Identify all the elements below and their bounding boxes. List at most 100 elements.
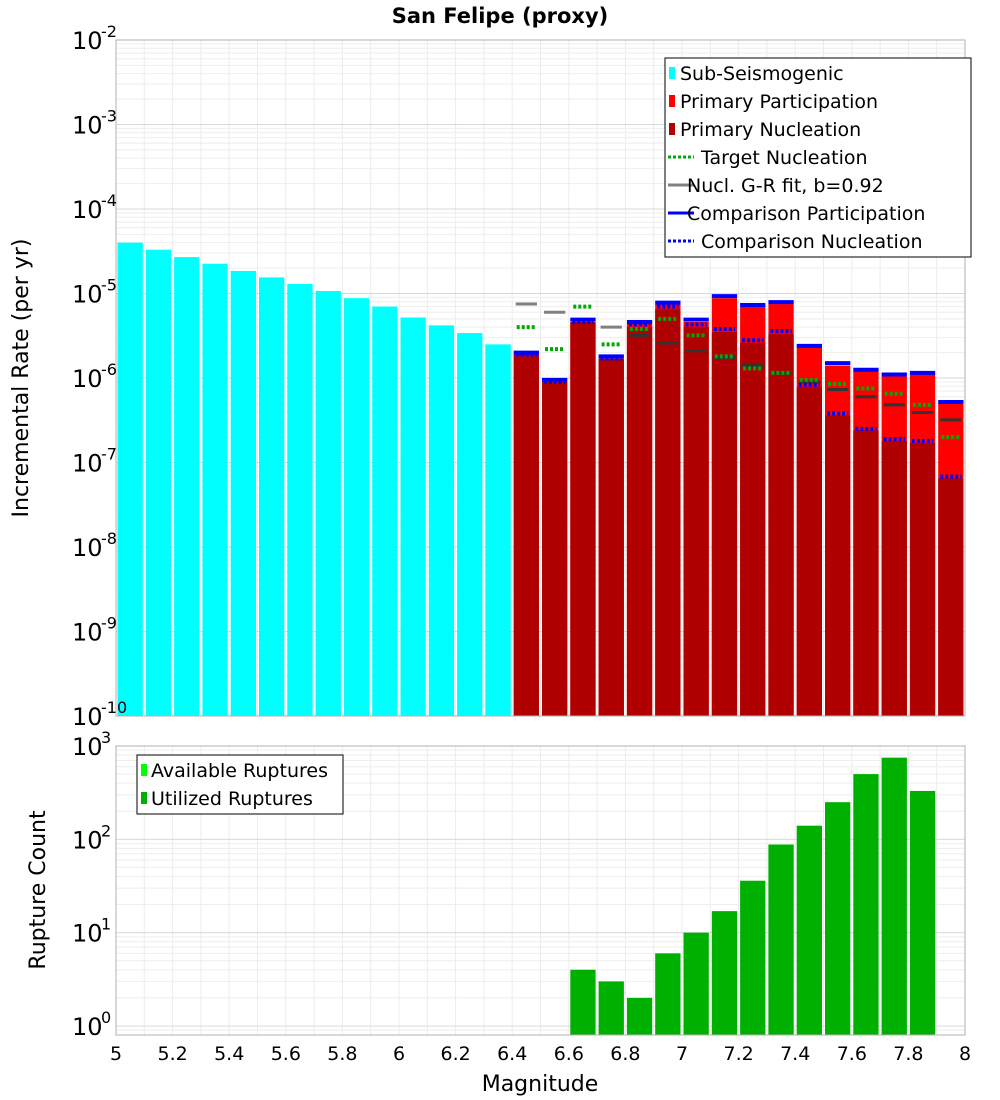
rate-y-tick-exponent: -6 [101, 360, 117, 379]
sub-seismogenic-bar [372, 306, 398, 716]
count-y-tick-base: 10 [72, 733, 103, 761]
sub-seismogenic-bar [400, 317, 426, 716]
count-y-tick-label: 101 [72, 915, 111, 948]
count-y-tick-exponent: 3 [101, 728, 111, 747]
x-tick-label: 6.2 [440, 1043, 470, 1065]
rate-legend: Sub-Seismogenic Primary Participation Prim… [664, 57, 972, 258]
primary-nucleation-bar [938, 478, 964, 716]
x-tick-label: 6 [393, 1043, 405, 1065]
rate-y-tick-label: 10-5 [72, 276, 117, 309]
count-plot-bars [570, 757, 936, 1035]
rate-y-tick-exponent: -9 [101, 614, 117, 633]
count-y-tick-base: 10 [72, 920, 103, 948]
primary-nucleation-bar [513, 354, 539, 716]
x-axis-label: Magnitude [482, 1072, 599, 1097]
rate-legend-label: Comparison Participation [687, 203, 925, 225]
utilized-ruptures-bar [626, 997, 653, 1035]
sub-seismogenic-bar [287, 283, 313, 716]
utilized-ruptures-bar [655, 953, 681, 1035]
rate-y-tick-base: 10 [72, 450, 103, 478]
count-legend-swatch [141, 764, 147, 776]
rate-y-tick-label: 10-8 [72, 529, 117, 562]
utilized-ruptures-bar [909, 790, 936, 1035]
count-y-tick-base: 10 [72, 1013, 103, 1041]
sub-seismogenic-bar [428, 325, 455, 716]
count-plot-grid [115, 746, 966, 1036]
rate-y-tick-base: 10 [72, 112, 103, 140]
sub-seismogenic-bar [485, 344, 511, 716]
rate-y-tick-base: 10 [72, 534, 103, 562]
count-legend-label: Available Ruptures [151, 760, 328, 782]
x-tick-label: 7.2 [723, 1043, 753, 1065]
rate-legend-label: Sub-Seismogenic [680, 63, 844, 85]
primary-nucleation-bar [796, 387, 822, 716]
sub-seismogenic-bar [202, 263, 228, 716]
rate-y-axis-label: Incremental Rate (per yr) [9, 239, 34, 518]
utilized-ruptures-bar [825, 802, 851, 1035]
x-tick-label: 8 [959, 1043, 971, 1065]
rate-legend-label: Target Nucleation [700, 147, 868, 169]
x-tick-label: 7.8 [893, 1043, 923, 1065]
primary-nucleation-bar [683, 327, 709, 716]
rate-y-tick-exponent: -5 [101, 276, 117, 295]
x-tick-label: 6.8 [610, 1043, 640, 1065]
count-y-tick-label: 102 [72, 821, 111, 854]
rate-y-tick-base: 10 [72, 619, 103, 647]
sub-seismogenic-bar [457, 333, 483, 716]
sub-seismogenic-bar [174, 257, 200, 716]
count-legend-label: Utilized Ruptures [151, 788, 313, 810]
count-y-axis-label: Rupture Count [26, 810, 51, 970]
rate-legend-swatch [669, 95, 675, 107]
rate-legend-swatch [669, 67, 675, 79]
rate-legend-label: Comparison Nucleation [701, 231, 923, 253]
sub-seismogenic-bar [230, 270, 256, 716]
rate-y-tick-label: 10-7 [72, 445, 117, 478]
x-tick-labels: 5 5.2 5.4 5.6 5.8 6 6.2 6.4 6.6 6.8 7 7.2 7.4 7.6 7.8 8 [110, 1043, 971, 1065]
count-y-tick-label: 103 [72, 728, 111, 761]
rate-plot-bars [117, 242, 964, 717]
utilized-ruptures-bar [853, 774, 879, 1035]
rate-legend-label: Primary Participation [680, 91, 878, 113]
rate-legend-label: Primary Nucleation [680, 119, 861, 141]
primary-nucleation-bar [655, 309, 681, 716]
primary-nucleation-bar [711, 332, 738, 716]
sub-seismogenic-bar [117, 242, 143, 717]
utilized-ruptures-bar [711, 911, 738, 1035]
utilized-ruptures-bar [768, 844, 794, 1035]
rate-legend-label: Nucl. G-R fit, b=0.92 [687, 175, 884, 197]
utilized-ruptures-bar [598, 981, 624, 1035]
primary-nucleation-bar [909, 443, 936, 716]
primary-nucleation-bar [626, 327, 653, 716]
x-tick-label: 6.4 [497, 1043, 527, 1065]
x-tick-label: 5.4 [214, 1043, 244, 1065]
rate-y-tick-exponent: -7 [101, 445, 117, 464]
count-y-tick-base: 10 [72, 826, 103, 854]
utilized-ruptures-bar [740, 880, 766, 1035]
rate-y-tick-exponent: -2 [101, 22, 117, 41]
rate-y-tick-base: 10 [72, 365, 103, 393]
count-y-tick-exponent: 0 [101, 1008, 111, 1027]
rate-y-tick-label: 10-3 [72, 107, 117, 140]
count-plot-frame [115, 745, 966, 1036]
sub-seismogenic-bar [145, 249, 172, 716]
utilized-ruptures-bar [881, 757, 907, 1035]
x-tick-label: 5.2 [157, 1043, 187, 1065]
rate-plot-lines [513, 294, 964, 479]
sub-seismogenic-bar [315, 291, 341, 716]
count-y-tick-exponent: 1 [101, 915, 111, 934]
primary-nucleation-bar [881, 440, 907, 716]
rate-y-tick-base: 10 [72, 196, 103, 224]
x-tick-label: 5.8 [327, 1043, 357, 1065]
utilized-ruptures-bar [796, 825, 822, 1035]
primary-nucleation-bar [542, 381, 568, 716]
chart-title: San Felipe (proxy) [392, 4, 609, 28]
count-y-tick-exponent: 2 [101, 821, 111, 840]
rate-plot-frame [115, 39, 966, 717]
count-legend: Available Ruptures Utilized Ruptures [136, 754, 344, 815]
rate-legend-swatch [669, 123, 675, 135]
sub-seismogenic-bar [259, 277, 285, 716]
sub-seismogenic-bar [343, 298, 370, 716]
x-tick-label: 7.6 [837, 1043, 867, 1065]
